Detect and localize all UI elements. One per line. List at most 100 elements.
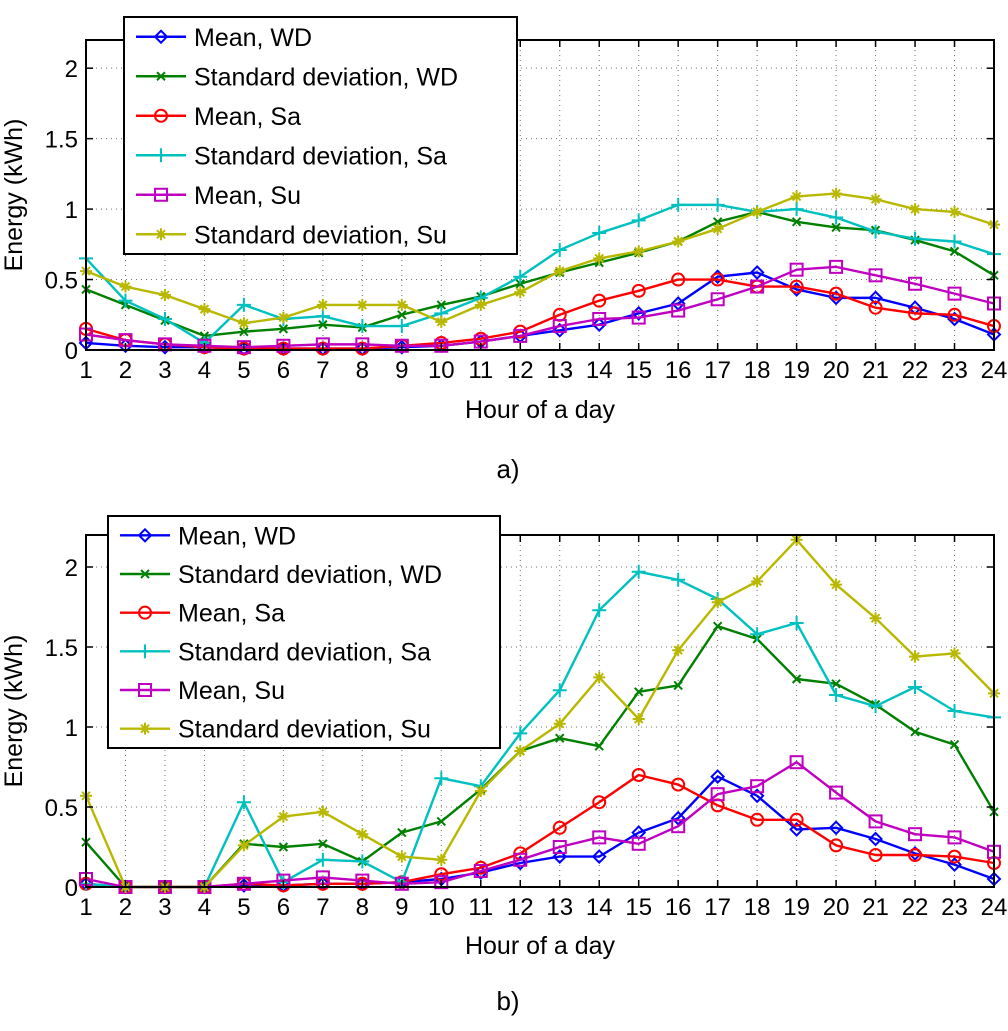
data-point xyxy=(593,252,606,265)
data-point xyxy=(750,779,765,794)
data-point xyxy=(514,745,527,757)
data-point xyxy=(118,293,133,308)
legend-swatch-marker xyxy=(156,71,166,81)
data-point xyxy=(277,810,290,823)
data-point xyxy=(592,293,607,308)
data-point xyxy=(908,827,923,842)
legend-item: Mean, Su xyxy=(120,677,285,705)
data-point xyxy=(868,699,883,714)
data-point xyxy=(869,612,882,625)
data-point xyxy=(749,265,765,280)
x-tick-label: 1 xyxy=(79,357,92,384)
data-point xyxy=(394,876,409,891)
data-point xyxy=(710,292,725,307)
x-tick-label: 16 xyxy=(665,357,692,384)
data-point xyxy=(236,297,251,312)
legend-item: Standard deviation, WD xyxy=(120,561,442,589)
data-point xyxy=(278,842,289,852)
data-point xyxy=(908,848,923,862)
y-tick-label: 0.5 xyxy=(45,268,78,295)
x-tick-label: 3 xyxy=(158,357,171,384)
x-tick-label: 22 xyxy=(902,357,929,384)
data-point xyxy=(789,279,804,294)
data-point xyxy=(868,224,883,239)
data-point xyxy=(750,812,765,827)
data-point xyxy=(789,202,804,217)
data-point xyxy=(631,283,646,298)
data-point xyxy=(789,821,805,837)
data-point xyxy=(513,269,528,284)
data-point xyxy=(947,857,962,873)
data-point xyxy=(909,650,922,663)
data-point xyxy=(671,197,686,212)
data-point xyxy=(751,575,764,588)
data-point xyxy=(751,205,764,218)
data-point xyxy=(947,704,962,718)
data-point xyxy=(436,300,447,310)
data-point xyxy=(908,276,923,291)
data-point xyxy=(828,820,844,836)
panel-label: b) xyxy=(496,986,519,1016)
legend-swatch-marker xyxy=(154,148,168,163)
data-point xyxy=(318,319,328,330)
data-point xyxy=(394,338,409,353)
data-point xyxy=(514,286,527,299)
data-point xyxy=(552,242,567,257)
data-point xyxy=(236,795,251,810)
legend-item: Standard deviation, Su xyxy=(136,221,447,249)
data-point xyxy=(631,564,646,579)
x-tick-label: 17 xyxy=(704,894,731,921)
legend: Mean, WD Standard deviation, WD Mean, Sa St… xyxy=(123,16,518,255)
data-point xyxy=(591,317,607,333)
data-point xyxy=(868,268,883,283)
data-point xyxy=(356,298,369,311)
x-tick-label: 5 xyxy=(237,357,250,384)
data-point xyxy=(435,853,448,866)
data-point xyxy=(790,190,803,203)
legend-label: Standard deviation, Su xyxy=(178,716,431,744)
data-point xyxy=(592,312,607,326)
data-point xyxy=(435,315,448,328)
data-point xyxy=(789,262,804,277)
x-tick-label: 8 xyxy=(356,357,369,384)
data-point xyxy=(592,830,607,845)
data-point xyxy=(355,319,370,334)
legend-label: Mean, Su xyxy=(194,182,301,210)
data-point xyxy=(555,733,565,743)
data-point xyxy=(947,234,962,249)
data-point xyxy=(592,603,607,618)
series-line xyxy=(85,203,995,345)
data-point xyxy=(789,755,804,770)
data-point xyxy=(789,616,804,630)
data-point xyxy=(671,777,686,792)
data-point xyxy=(239,326,249,337)
series-line xyxy=(84,538,995,889)
series-line xyxy=(85,192,995,325)
legend-swatch-marker xyxy=(137,527,153,543)
data-point xyxy=(829,785,844,800)
y-tick-label: 1 xyxy=(65,715,78,742)
x-tick-label: 11 xyxy=(468,894,493,921)
data-point xyxy=(830,187,843,200)
data-point xyxy=(868,848,883,862)
x-tick-label: 21 xyxy=(862,357,889,384)
data-point xyxy=(672,644,685,657)
x-tick-label: 1 xyxy=(79,894,92,921)
data-point xyxy=(632,713,645,725)
x-tick-label: 18 xyxy=(744,357,771,384)
legend-swatch-marker xyxy=(154,187,168,202)
data-point xyxy=(237,839,250,852)
data-point xyxy=(948,647,961,660)
data-point xyxy=(395,298,408,311)
x-tick-label: 3 xyxy=(158,894,171,921)
data-point xyxy=(831,222,841,233)
data-point xyxy=(710,769,726,785)
x-tick-label: 2 xyxy=(119,894,132,921)
data-point xyxy=(397,827,407,838)
data-point xyxy=(830,578,843,591)
data-point xyxy=(908,231,923,246)
data-point xyxy=(868,300,883,315)
data-point xyxy=(949,246,960,257)
data-point xyxy=(631,310,646,325)
data-point xyxy=(671,272,686,287)
